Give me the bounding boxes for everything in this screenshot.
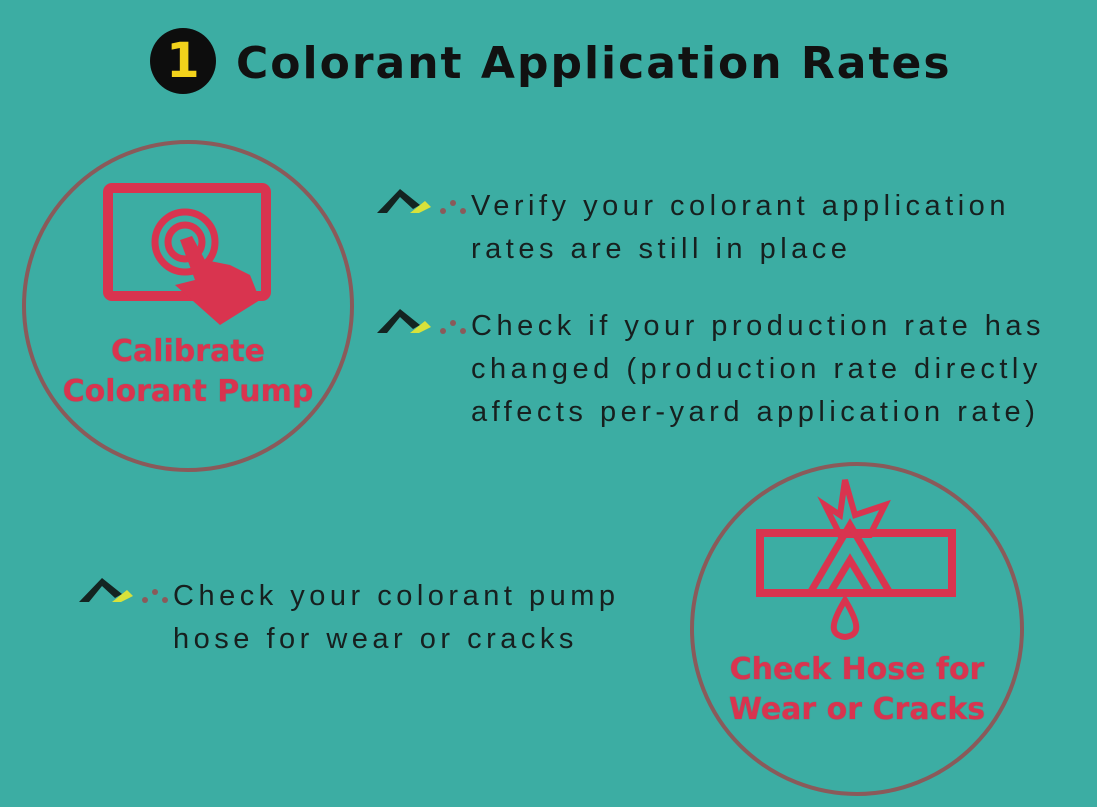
label-line: Check Hose for	[729, 652, 985, 687]
page-title: Colorant Application Rates	[236, 38, 952, 89]
bullet-line: Check your colorant pump	[173, 580, 620, 612]
bullet-line: changed (production rate directly	[471, 353, 1042, 385]
check-hose-label: Check Hose for Wear or Cracks	[700, 650, 1014, 730]
bullet-line: Verify your colorant application	[471, 190, 1010, 222]
bullet-hose-check: Check your colorant pump hose for wear o…	[173, 575, 620, 661]
calibrate-pump-badge	[22, 140, 354, 472]
bullet-line: Check if your production rate has	[471, 310, 1046, 342]
bullet-line: affects per-yard application rate)	[471, 396, 1040, 428]
bullet-line: hose for wear or cracks	[173, 623, 578, 655]
roof-bullet-icon	[79, 578, 168, 603]
calibrate-pump-label: Calibrate Colorant Pump	[40, 332, 336, 412]
bullet-production-rate: Check if your production rate has change…	[471, 305, 1045, 434]
label-line: Colorant Pump	[62, 374, 314, 409]
label-line: Calibrate	[110, 334, 266, 369]
roof-bullet-icon	[377, 309, 466, 334]
bullet-verify-rates: Verify your colorant application rates a…	[471, 185, 1010, 271]
label-line: Wear or Cracks	[728, 692, 986, 727]
broken-hose-drip-icon	[756, 479, 956, 641]
touchscreen-hand-icon	[103, 183, 271, 325]
bullet-line: rates are still in place	[471, 233, 852, 265]
roof-bullet-icon	[377, 189, 466, 214]
check-hose-badge	[690, 462, 1024, 796]
step-number-badge: 1	[150, 28, 216, 94]
